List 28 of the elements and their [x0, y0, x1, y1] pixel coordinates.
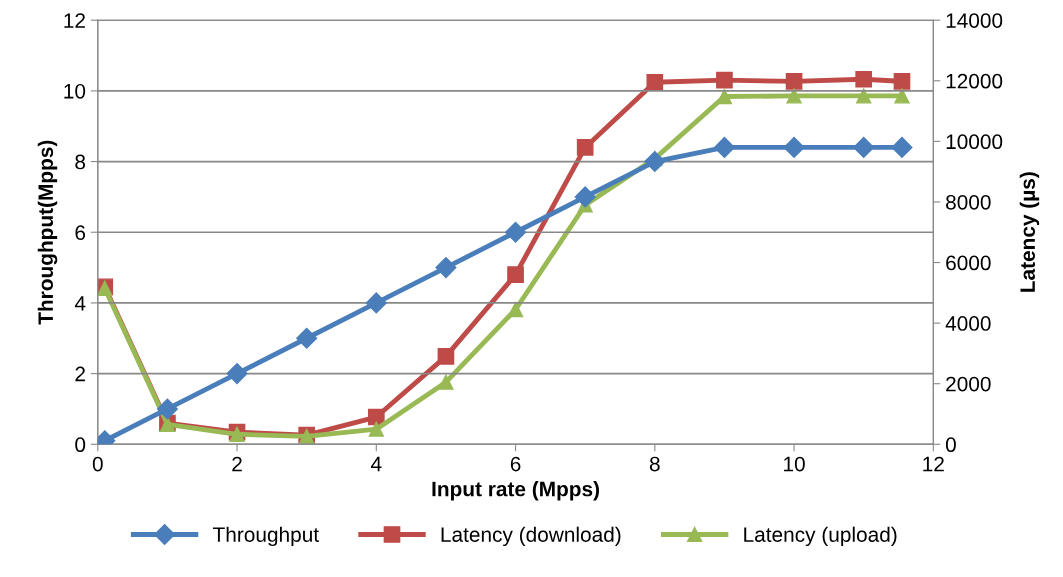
- x-tick-label: 8: [649, 456, 660, 472]
- y2-tick-label: 2000: [946, 376, 991, 392]
- y-tick-label: 10: [64, 83, 86, 99]
- y-tick-label: 12: [64, 13, 85, 28]
- x-tick-label: 12: [923, 456, 944, 472]
- y-tick-label: 2: [75, 366, 85, 382]
- x-tick-label: 2: [232, 456, 242, 472]
- y-tick-label: 6: [75, 225, 86, 240]
- y2-tick-label: 6000: [946, 255, 991, 271]
- y-tick-label: 4: [74, 296, 86, 311]
- y2-tick-label: 12000: [946, 73, 1003, 89]
- y2-tick-label: 14000: [946, 13, 1003, 28]
- legend-label: Throughput: [213, 526, 319, 547]
- y-tick-label: 8: [75, 154, 86, 170]
- y2-axis-title: Latency (µs): [1019, 172, 1040, 292]
- x-tick-label: 10: [784, 456, 805, 472]
- x-tick-label: 4: [370, 456, 382, 472]
- x-tick-label: 6: [510, 456, 521, 472]
- x-tick-label: 0: [92, 456, 103, 472]
- x-axis-title: Input rate (Mpps): [432, 481, 600, 501]
- y2-tick-label: 4000: [945, 316, 991, 331]
- y2-tick-label: 10000: [946, 134, 1003, 150]
- legend-label: Latency (download): [441, 526, 621, 547]
- y-tick-label: 0: [75, 437, 86, 453]
- y2-tick-label: 0: [945, 437, 956, 453]
- y-axis-title: Throughput(Mpps): [37, 140, 58, 325]
- legend-label: Latency (upload): [744, 526, 897, 547]
- y2-tick-label: 8000: [946, 194, 991, 210]
